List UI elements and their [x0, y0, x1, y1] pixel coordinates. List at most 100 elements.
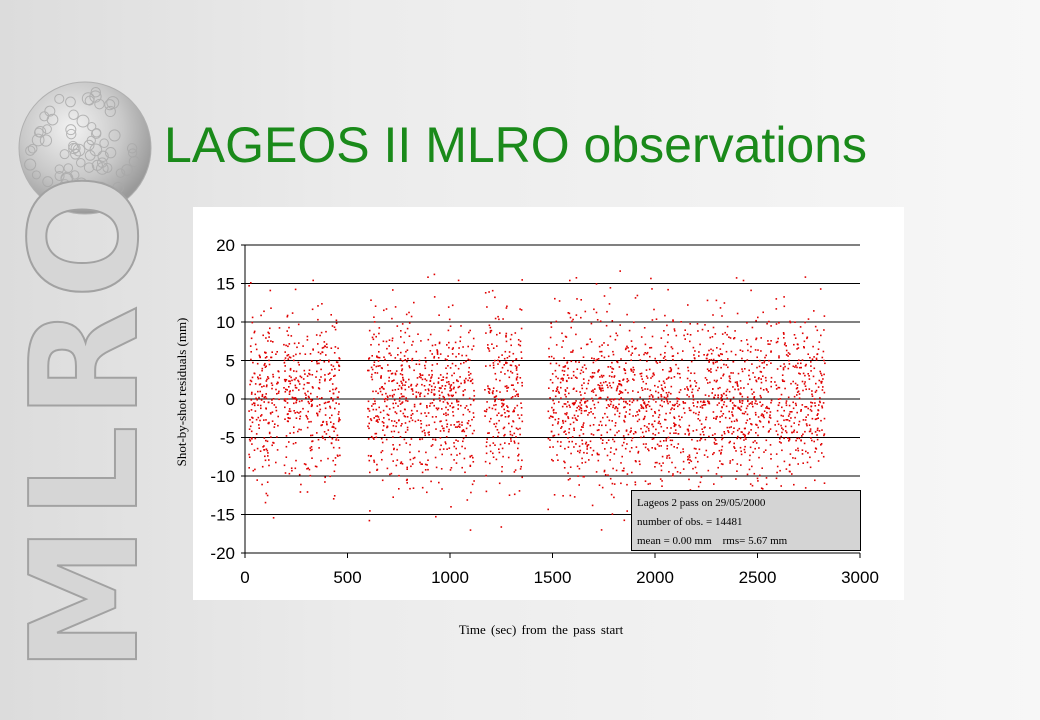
data-point [792, 401, 794, 404]
data-point [264, 395, 267, 398]
data-point [584, 443, 587, 445]
data-point [760, 381, 763, 384]
data-point [671, 461, 673, 464]
data-point [335, 439, 337, 441]
data-point [550, 355, 553, 358]
data-point [275, 353, 277, 355]
data-point [726, 397, 728, 399]
data-point [701, 404, 703, 407]
data-point [567, 312, 570, 314]
data-point [755, 414, 757, 416]
data-point [760, 414, 763, 417]
obs-count-text: number of obs. = 14481 [637, 516, 743, 528]
data-point [389, 473, 391, 476]
data-point [787, 355, 789, 357]
data-point [368, 357, 371, 359]
data-point [586, 343, 589, 346]
data-point [645, 406, 648, 409]
data-point [435, 416, 437, 418]
data-point [744, 360, 746, 363]
data-point [597, 459, 600, 462]
data-point [405, 350, 407, 353]
data-point [497, 315, 499, 318]
data-point [248, 438, 251, 441]
data-point [433, 421, 436, 424]
data-point [433, 296, 436, 298]
data-point [776, 471, 778, 474]
data-point [728, 417, 731, 420]
data-point [295, 377, 297, 379]
data-point [788, 420, 791, 422]
data-point [660, 337, 663, 339]
data-point [756, 366, 758, 369]
data-point [516, 366, 518, 368]
data-point [760, 371, 763, 373]
data-point [624, 406, 626, 408]
data-point [431, 444, 434, 446]
data-point [686, 386, 688, 388]
data-point [504, 373, 506, 375]
data-point [508, 376, 511, 379]
data-point [453, 459, 455, 461]
data-point [596, 319, 599, 321]
data-point [804, 321, 806, 324]
data-point [678, 391, 681, 394]
data-point [662, 369, 664, 371]
data-point [814, 391, 817, 393]
data-point [705, 418, 707, 421]
data-point [714, 394, 716, 396]
data-point [450, 394, 453, 397]
data-point [260, 407, 262, 410]
data-point [557, 422, 559, 425]
data-point [323, 341, 326, 343]
data-point [673, 446, 675, 448]
data-point [502, 318, 504, 320]
data-point [704, 426, 706, 428]
data-point [695, 385, 697, 387]
data-point [666, 455, 668, 457]
data-point [374, 372, 376, 374]
data-point [559, 381, 562, 384]
data-point [643, 402, 645, 404]
data-point [682, 402, 685, 404]
data-point [270, 356, 273, 359]
data-point [491, 391, 494, 394]
data-point [755, 432, 757, 434]
data-point [680, 451, 682, 454]
data-point [664, 386, 666, 389]
data-point [709, 427, 711, 429]
data-point [752, 441, 755, 444]
data-point [785, 349, 788, 352]
data-point [495, 422, 498, 425]
data-point [780, 435, 782, 438]
data-point [404, 388, 407, 391]
data-point [485, 490, 488, 493]
data-point [686, 377, 689, 380]
data-point [448, 318, 451, 321]
data-point [310, 446, 313, 448]
data-point [496, 429, 499, 431]
data-point [802, 389, 804, 392]
data-point [628, 350, 630, 353]
data-point [664, 314, 666, 317]
data-point [260, 414, 263, 416]
data-point [426, 491, 428, 494]
data-point [722, 392, 725, 395]
data-point [651, 288, 653, 290]
data-point [387, 364, 389, 366]
data-point [410, 465, 412, 468]
data-point [515, 436, 517, 438]
data-point [441, 488, 443, 490]
data-point [433, 273, 436, 276]
data-point [730, 350, 733, 353]
data-point [713, 441, 716, 444]
data-point [506, 362, 508, 364]
data-point [394, 306, 397, 308]
data-point [593, 372, 596, 374]
data-point [473, 429, 475, 432]
data-point [622, 470, 625, 472]
data-point [462, 413, 465, 416]
data-point [658, 462, 661, 465]
data-point [415, 391, 418, 393]
data-point [775, 323, 778, 325]
